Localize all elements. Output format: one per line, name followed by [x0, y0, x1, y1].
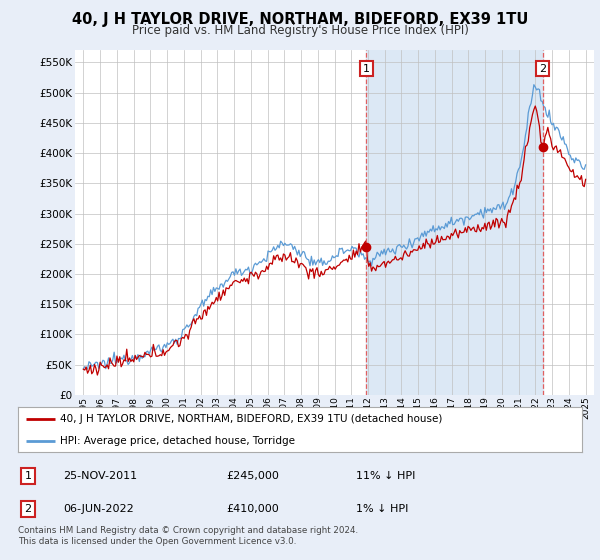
Text: 11% ↓ HPI: 11% ↓ HPI	[356, 471, 416, 481]
Text: 25-NOV-2011: 25-NOV-2011	[63, 471, 137, 481]
Text: Contains HM Land Registry data © Crown copyright and database right 2024.
This d: Contains HM Land Registry data © Crown c…	[18, 526, 358, 546]
Text: 40, J H TAYLOR DRIVE, NORTHAM, BIDEFORD, EX39 1TU (detached house): 40, J H TAYLOR DRIVE, NORTHAM, BIDEFORD,…	[60, 414, 443, 424]
Text: 1% ↓ HPI: 1% ↓ HPI	[356, 504, 409, 514]
Text: 2: 2	[539, 63, 546, 73]
Text: 06-JUN-2022: 06-JUN-2022	[63, 504, 134, 514]
Text: £245,000: £245,000	[227, 471, 280, 481]
Text: £410,000: £410,000	[227, 504, 280, 514]
Text: Price paid vs. HM Land Registry's House Price Index (HPI): Price paid vs. HM Land Registry's House …	[131, 24, 469, 37]
Text: HPI: Average price, detached house, Torridge: HPI: Average price, detached house, Torr…	[60, 436, 295, 446]
Text: 1: 1	[363, 63, 370, 73]
Text: 40, J H TAYLOR DRIVE, NORTHAM, BIDEFORD, EX39 1TU: 40, J H TAYLOR DRIVE, NORTHAM, BIDEFORD,…	[72, 12, 528, 27]
Text: 2: 2	[25, 504, 32, 514]
Text: 1: 1	[25, 471, 32, 481]
Bar	[367, 50, 542, 395]
